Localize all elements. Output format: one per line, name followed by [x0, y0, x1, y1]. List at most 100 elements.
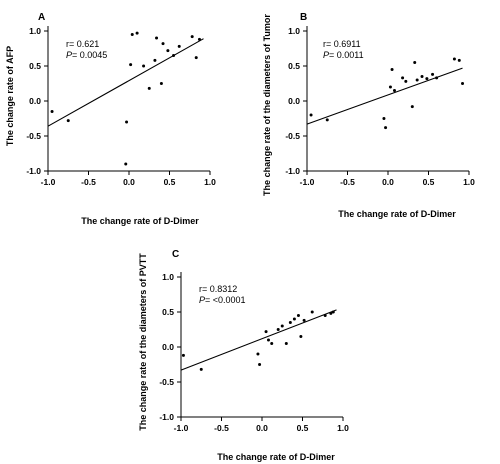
panel-c-data-point [329, 311, 333, 315]
panel-c-data-point [310, 310, 314, 314]
panel-c-y-tick-label: 1.0 [162, 272, 174, 282]
panel-c-fit-line [180, 309, 337, 371]
panel-a-y-tick-label: -0.5 [26, 131, 41, 141]
panel-b-data-point [325, 118, 329, 122]
panel-a-data-point [159, 82, 163, 85]
panel-b-data-point [425, 77, 429, 81]
panel-b-x-tick-label: 1.0 [463, 177, 475, 187]
panel-c-data-point [270, 342, 274, 345]
panel-a-data-point [177, 44, 181, 48]
panel-b-letter: B [300, 12, 307, 23]
panel-a-data-point [124, 162, 128, 166]
panel-c-p-value: P= <0.0001 [199, 295, 246, 305]
panel-c-data-point [288, 321, 292, 324]
panel-c-p-number: = <0.0001 [205, 295, 246, 305]
panel-b-data-point [420, 75, 424, 78]
panel-a-data-point [194, 56, 198, 60]
panel-c-data-point [264, 330, 268, 334]
panel-c-x-tick-label: 1.0 [337, 423, 349, 433]
panel-a-data-point [135, 31, 139, 35]
panel-c-data-point [296, 314, 300, 317]
panel-b-y-tick-label: -0.5 [285, 131, 300, 141]
panel-a-r-value: r= 0.621 [66, 39, 99, 49]
panel-a-data-point [66, 119, 70, 123]
panel-b-x-tick-label: -1.0 [300, 177, 315, 187]
panel-b-ticks: -1.0 -0.5 0.0 0.5 1.0 -1.0 -0.5 0.0 0.5 1.0 [285, 26, 475, 187]
panel-a-p-value: P= 0.0045 [66, 50, 107, 60]
panel-b-data-point [388, 85, 392, 89]
panel-b-p-number: = 0.0011 [329, 50, 364, 60]
panel-a-data-point [130, 33, 134, 36]
panel-a-x-tick-label: 1.0 [204, 177, 216, 187]
panel-b-data-point [390, 68, 394, 71]
panel-c-data-point [266, 338, 270, 342]
panel-b-data-point [461, 82, 465, 85]
panel-b-y-tick-label: 0.5 [288, 61, 300, 71]
panel-c-data-point [299, 335, 303, 338]
panel-b-data-point [413, 61, 417, 64]
panel-c-points [181, 310, 335, 371]
panel-c-data-point [258, 363, 262, 366]
panel-b-r-value: r= 0.6911 [323, 39, 361, 49]
panel-b-data-point [410, 105, 414, 109]
panel-a-x-tick-label: -0.5 [81, 177, 96, 187]
panel-c-x-tick-label: 0.5 [297, 423, 309, 433]
panel-b-y-tick-label: -1.0 [285, 166, 300, 176]
panel-a-data-point [125, 120, 129, 124]
panel-c-x-tick-label: -1.0 [174, 423, 189, 433]
panel-b: B -1.0 -0.5 0.0 0.5 1.0 -1.0 -0.5 0.0 0.5 1.0 r= … [262, 12, 475, 219]
panel-c-data-point [199, 367, 203, 371]
panel-c-y-tick-label: -1.0 [159, 412, 174, 422]
panel-a-p-number: = 0.0045 [72, 50, 107, 60]
panel-b-data-point [384, 126, 388, 130]
panel-b-y-tick-label: 1.0 [288, 26, 300, 36]
panel-b-data-point [392, 89, 396, 92]
panel-b-y-tick-label: 0.0 [288, 96, 300, 106]
panel-a-points [50, 31, 201, 166]
panel-b-data-point [435, 76, 439, 80]
panel-a-data-point [50, 110, 54, 113]
panel-c-data-point [331, 310, 335, 314]
panel-c-data-point [284, 342, 288, 345]
panel-c: C -1.0 -0.5 0.0 0.5 1.0 -1.0 -0.5 0.0 0.5 1.0 r= … [138, 249, 349, 462]
panel-c-y-title: The change rate of the diameters of PVTT [138, 253, 148, 431]
panel-b-data-point [457, 58, 461, 62]
panel-b-x-tick-label: 0.5 [423, 177, 435, 187]
panel-c-letter: C [172, 249, 179, 260]
panel-c-data-point [302, 318, 306, 322]
panel-c-data-point [181, 353, 185, 357]
panel-a-letter: A [38, 12, 45, 23]
panel-a-y-tick-label: 1.0 [29, 26, 41, 36]
panel-c-data-point [292, 317, 296, 321]
panel-a-x-tick-label: -1.0 [41, 177, 56, 187]
panel-b-y-title: The change rate of the diameters of Tumo… [262, 14, 272, 196]
panel-c-x-tick-label: -0.5 [214, 423, 229, 433]
panel-a-fit-line [47, 38, 204, 127]
panel-b-fit-line [306, 67, 463, 125]
panel-b-x-tick-label: -0.5 [340, 177, 355, 187]
panel-a-y-title: The change rate of AFP [5, 46, 15, 146]
panel-a: A -1.0 -0.5 0.0 0.5 1.0 -1.0 -0.5 0.0 0.5 1.0 r= … [5, 12, 216, 226]
panel-a-y-tick-label: 0.0 [29, 96, 41, 106]
panel-c-y-tick-label: 0.0 [162, 342, 174, 352]
panel-b-data-point [415, 78, 419, 82]
panel-a-y-tick-label: 0.5 [29, 61, 41, 71]
panel-a-ticks: -1.0 -0.5 0.0 0.5 1.0 -1.0 -0.5 0.0 0.5 1.0 [26, 26, 216, 187]
panel-b-data-point [401, 76, 405, 80]
panel-c-x-tick-label: 0.0 [256, 423, 268, 433]
panel-b-x-tick-label: 0.0 [382, 177, 394, 187]
panel-b-data-point [404, 79, 408, 83]
panel-a-x-tick-label: 0.5 [164, 177, 176, 187]
panel-a-data-point [161, 42, 165, 46]
panel-c-data-point [276, 328, 280, 331]
panel-c-data-point [323, 314, 327, 317]
panel-b-data-point [309, 113, 313, 117]
panel-a-data-point [190, 35, 194, 39]
panel-b-x-title: The change rate of D-Dimer [338, 209, 456, 219]
panel-a-data-point [147, 86, 151, 90]
panel-c-y-tick-label: -0.5 [159, 377, 174, 387]
panel-b-data-point [382, 117, 386, 120]
panel-c-y-tick-label: 0.5 [162, 307, 174, 317]
panel-c-x-title: The change rate of D-Dimer [217, 452, 335, 462]
